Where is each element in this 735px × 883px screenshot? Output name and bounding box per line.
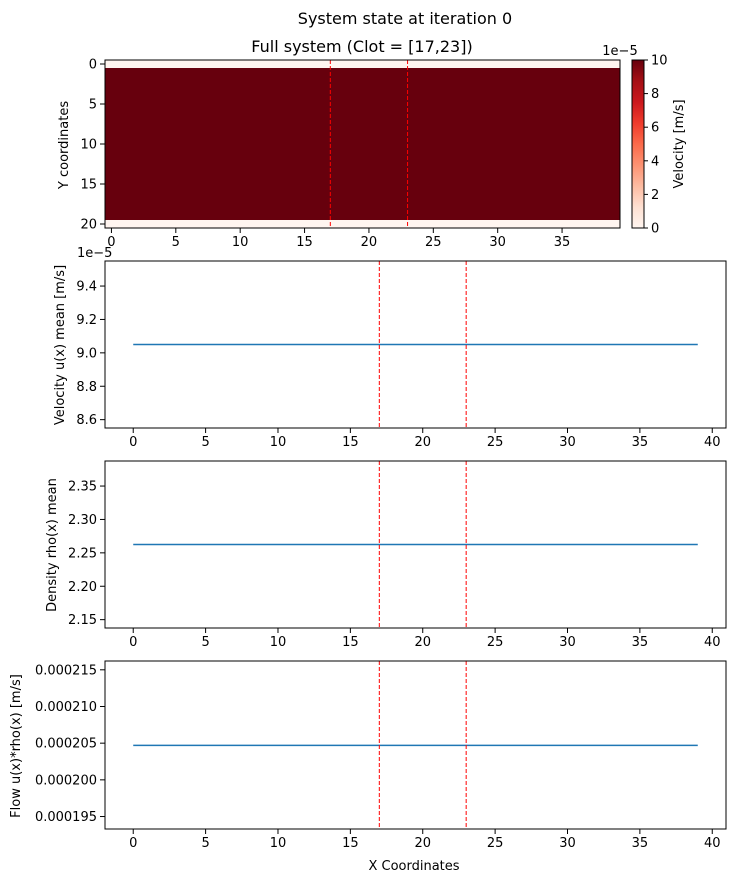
y-tick-label: 9.2 xyxy=(76,313,97,328)
y-tick-label: 0.000205 xyxy=(35,737,97,752)
x-tick-label: 5 xyxy=(201,435,209,450)
x-tick-label: 35 xyxy=(632,836,649,851)
y-tick-label: 2.15 xyxy=(68,613,97,628)
y-tick-label: 9.0 xyxy=(76,346,97,361)
x-tick-label: 10 xyxy=(232,235,249,250)
density-ylabel: Density rho(x) mean xyxy=(45,478,60,612)
velocity-ylabel: Velocity u(x) mean [m/s] xyxy=(53,265,68,425)
y-tick-label: 20 xyxy=(80,218,97,233)
flow-panel: Flow u(x)*rho(x) [m/s] X Coordinates 0 5 1… xyxy=(9,660,727,874)
x-tick-label: 15 xyxy=(296,235,313,250)
x-tick-label: 40 xyxy=(704,836,721,851)
y-tick-label: 2.35 xyxy=(68,480,97,495)
colorbar xyxy=(631,59,645,229)
x-tick-label: 20 xyxy=(361,235,378,250)
x-tick-label: 5 xyxy=(172,235,180,250)
x-tick-label: 20 xyxy=(414,836,431,851)
y-tick-label: 8.6 xyxy=(76,413,97,428)
x-tick-label: 25 xyxy=(487,435,504,450)
x-tick-label: 40 xyxy=(704,635,721,650)
y-tick-label: 0 xyxy=(89,58,97,73)
x-tick-label: 10 xyxy=(270,435,287,450)
axes-frame xyxy=(104,260,727,429)
colorbar-tick-label: 6 xyxy=(651,121,659,136)
y-tick-label: 9.4 xyxy=(76,280,97,295)
x-tick-label: 25 xyxy=(487,836,504,851)
x-tick-label: 20 xyxy=(414,635,431,650)
x-tick-label: 15 xyxy=(342,635,359,650)
y-tick-label: 15 xyxy=(80,178,97,193)
x-tick-label: 0 xyxy=(107,235,115,250)
x-tick-label: 30 xyxy=(559,635,576,650)
x-tick-label: 10 xyxy=(270,635,287,650)
axes-frame xyxy=(104,460,727,629)
x-tick-label: 25 xyxy=(487,635,504,650)
x-tick-label: 40 xyxy=(704,435,721,450)
velocity-panel: Velocity u(x) mean [m/s] 1e−5 0 5 10 15 20 25… xyxy=(53,246,727,450)
x-tick-label: 0 xyxy=(129,435,137,450)
y-tick-label: 2.30 xyxy=(68,513,97,528)
heatmap-panel: Full system (Clot = [17,23]) Y coordinat… xyxy=(57,37,687,250)
heatmap-ylabel: Y coordinates xyxy=(57,101,72,190)
y-tick-label: 0.000215 xyxy=(35,663,97,678)
y-tick-label: 10 xyxy=(80,138,97,153)
x-tick-label: 5 xyxy=(201,836,209,851)
x-tick-label: 25 xyxy=(425,235,442,250)
x-tick-label: 20 xyxy=(414,435,431,450)
x-tick-label: 35 xyxy=(632,435,649,450)
y-tick-label: 0.000200 xyxy=(35,773,97,788)
x-tick-label: 15 xyxy=(342,435,359,450)
y-tick-label: 0.000210 xyxy=(35,700,97,715)
colorbar-tick-label: 0 xyxy=(651,222,659,237)
axes-frame xyxy=(104,660,727,830)
y-tick-label: 5 xyxy=(89,98,97,113)
x-tick-label: 5 xyxy=(201,635,209,650)
x-tick-label: 30 xyxy=(559,435,576,450)
x-tick-label: 35 xyxy=(554,235,571,250)
x-tick-label: 30 xyxy=(489,235,506,250)
y-tick-label: 0.000195 xyxy=(35,810,97,825)
density-panel: Density rho(x) mean 0 5 10 15 20 25 30 35 40 2.15… xyxy=(45,460,727,650)
y-tick-label: 8.8 xyxy=(76,380,97,395)
colorbar-tick-label: 10 xyxy=(651,54,668,69)
x-tick-label: 15 xyxy=(342,836,359,851)
heatmap-fluid-cells xyxy=(105,68,620,220)
figure-suptitle: System state at iteration 0 xyxy=(298,9,512,28)
y-tick-label: 2.20 xyxy=(68,580,97,595)
x-tick-label: 0 xyxy=(129,836,137,851)
x-tick-label: 10 xyxy=(270,836,287,851)
x-tick-label: 0 xyxy=(129,635,137,650)
flow-xlabel: X Coordinates xyxy=(368,859,459,874)
x-tick-label: 35 xyxy=(632,635,649,650)
flow-ylabel: Flow u(x)*rho(x) [m/s] xyxy=(9,674,24,818)
x-tick-label: 30 xyxy=(559,836,576,851)
colorbar-label: Velocity [m/s] xyxy=(672,99,687,188)
colorbar-tick-label: 8 xyxy=(651,87,659,102)
colorbar-tick-label: 4 xyxy=(651,154,659,169)
colorbar-tick-label: 2 xyxy=(651,188,659,203)
velocity-offset-label: 1e−5 xyxy=(77,246,112,261)
heatmap-title: Full system (Clot = [17,23]) xyxy=(251,37,472,56)
colorbar-multiplier: 1e−5 xyxy=(602,44,637,59)
y-tick-label: 2.25 xyxy=(68,546,97,561)
